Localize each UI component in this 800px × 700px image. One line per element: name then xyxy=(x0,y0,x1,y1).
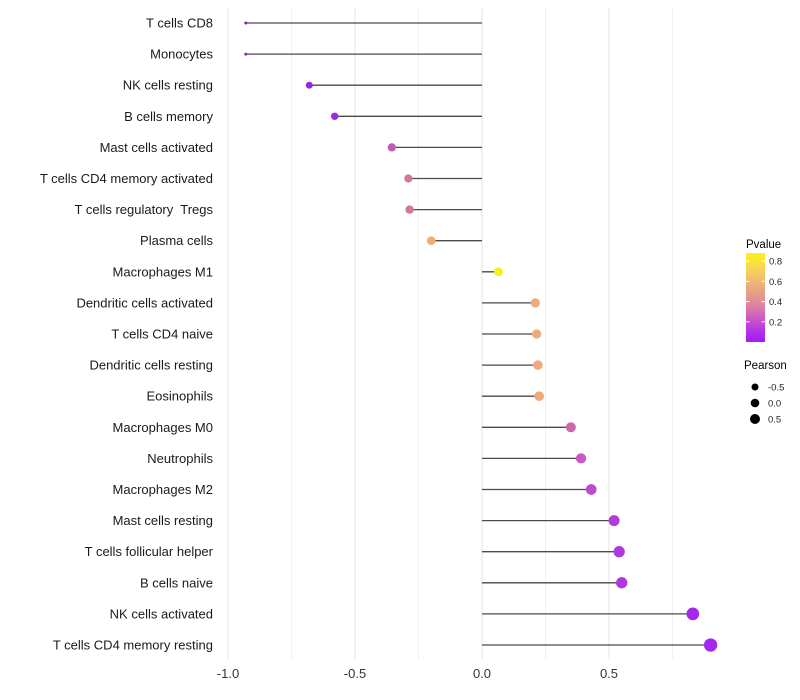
lollipop-dot xyxy=(244,21,248,25)
lollipop-dot xyxy=(613,546,625,558)
lollipop-dot xyxy=(616,577,628,589)
lollipop-dot xyxy=(531,329,542,339)
pvalue-legend-title: Pvalue xyxy=(746,239,781,251)
y-axis-label: T cells CD4 memory resting xyxy=(53,638,213,653)
pvalue-colorbar xyxy=(746,253,765,342)
lollipop-dot xyxy=(494,267,504,277)
colorbar-tick-label: 0.2 xyxy=(769,317,782,328)
y-axis-label: Neutrophils xyxy=(147,451,213,466)
x-tick-label: -0.5 xyxy=(344,666,366,681)
y-axis-label: Macrophages M2 xyxy=(113,482,213,497)
y-axis-label: T cells CD4 naive xyxy=(111,327,213,342)
lollipop-dot xyxy=(426,236,436,246)
y-axis-label: Mast cells activated xyxy=(100,140,213,155)
y-axis-label: NK cells resting xyxy=(123,78,213,93)
x-tick-label: -1.0 xyxy=(217,666,239,681)
lollipop-dot xyxy=(585,484,597,495)
y-axis-label: Dendritic cells activated xyxy=(76,295,213,310)
y-axis-label: Eosinophils xyxy=(147,389,214,404)
pearson-legend-label: 0.0 xyxy=(768,399,781,410)
lollipop-dot xyxy=(575,453,587,464)
y-axis-label: B cells memory xyxy=(124,109,213,124)
lollipop-dot xyxy=(404,174,413,183)
lollipop-dot xyxy=(534,391,545,402)
lollipop-dot xyxy=(387,143,396,152)
colorbar-tick-label: 0.8 xyxy=(769,257,782,268)
y-axis-label: Macrophages M0 xyxy=(113,420,213,435)
lollipop-dot xyxy=(608,515,620,527)
lollipop-dot xyxy=(405,205,414,214)
pearson-legend-title: Pearson xyxy=(744,360,787,372)
y-axis-label: Plasma cells xyxy=(140,233,213,248)
y-axis-label: T cells CD8 xyxy=(146,16,213,31)
lollipop-dot xyxy=(565,422,576,433)
lollipop-dot xyxy=(533,360,543,370)
y-axis-label: NK cells activated xyxy=(110,606,213,621)
x-tick-label: 0.0 xyxy=(473,666,491,681)
pearson-legend-dot xyxy=(750,414,760,424)
lollipop-dot xyxy=(686,607,700,621)
y-axis-label: Dendritic cells resting xyxy=(89,358,213,373)
pearson-legend-label: 0.5 xyxy=(768,415,781,426)
colorbar-tick-label: 0.4 xyxy=(769,297,782,308)
lollipop-dot xyxy=(330,112,339,121)
y-axis-label: B cells naive xyxy=(140,575,213,590)
y-axis-label: Monocytes xyxy=(150,47,213,62)
y-axis-label: Macrophages M1 xyxy=(113,264,213,279)
y-axis-label: T cells follicular helper xyxy=(85,544,214,559)
pearson-legend-label: -0.5 xyxy=(768,383,784,394)
y-axis-label: T cells regulatory Tregs xyxy=(75,202,214,217)
x-tick-label: 0.5 xyxy=(600,666,618,681)
lollipop-dot xyxy=(703,638,718,652)
lollipop-dot xyxy=(244,52,248,56)
pearson-legend-dot xyxy=(750,398,760,408)
y-axis-label: Mast cells resting xyxy=(113,513,213,528)
lollipop-dot xyxy=(530,298,540,308)
colorbar-tick-label: 0.6 xyxy=(769,277,782,288)
y-axis-label: T cells CD4 memory activated xyxy=(40,171,213,186)
lollipop-dot xyxy=(305,81,313,89)
pearson-legend-dot xyxy=(751,383,759,391)
